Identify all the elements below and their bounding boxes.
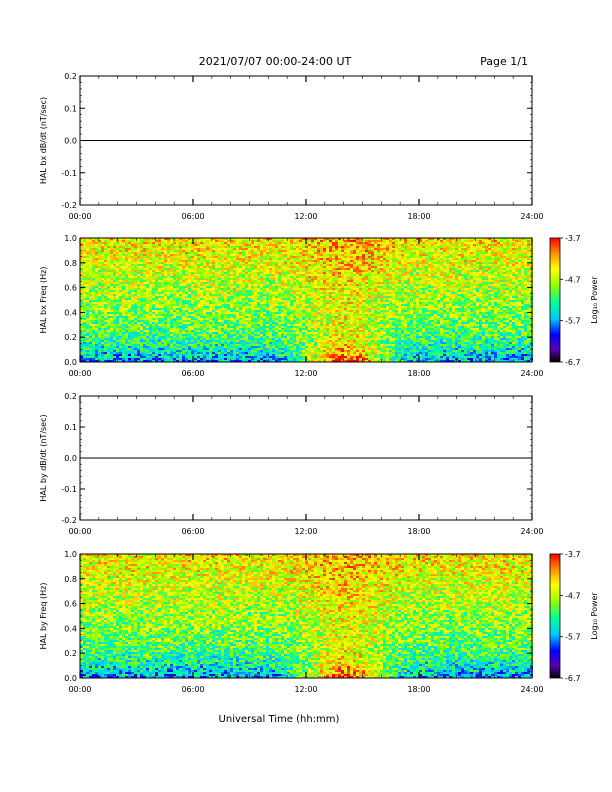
panels: 0.2 0.1 0.0 -0.1 -0.2 HAL bx dB/dt (nT/sec) 00… [39,72,599,694]
y-tick-label: 0.8 [64,575,77,584]
x-tick-label: 00:00 [68,685,91,694]
x-tick-label: 00:00 [68,369,91,378]
x-tick-label: 24:00 [520,527,543,536]
x-tick-label: 06:00 [181,685,204,694]
colorbar-label: Log₁₀ Power [590,592,599,640]
colorbar-4: -3.7 -4.7 -5.7 -6.7 Log₁₀ Power [549,550,599,683]
panel-3: 0.2 0.1 0.0 -0.1 -0.2 HAL by dB/dt (nT/sec) 00… [39,392,544,536]
colorbar-tick-label: -5.7 [565,633,581,642]
panel-4: -3.7 -4.7 -5.7 -6.7 Log₁₀ Power 1.0 0.8 0.6 0.4 0… [39,550,599,694]
colorbar-tick-label: -6.7 [565,674,581,683]
x-tick-label: 18:00 [407,685,430,694]
panel-1: 0.2 0.1 0.0 -0.1 -0.2 HAL bx dB/dt (nT/sec) 00… [39,72,544,221]
x-tick-label: 18:00 [407,212,430,221]
spectrogram-cells [80,554,533,678]
y-tick-label: 0.2 [64,649,77,658]
x-tick-label: 12:00 [294,212,317,221]
x-tick-label: 06:00 [181,212,204,221]
colorbar-tick-label: -4.7 [565,591,581,600]
y-tick-label: -0.1 [61,485,77,494]
y-tick-label: 0.6 [64,600,77,609]
y-tick-label: 0.0 [64,454,77,463]
y-tick-label: 0.2 [64,333,77,342]
colorbar-tick-label: -6.7 [565,358,581,367]
y-axis-label: HAL by Freq (Hz) [39,583,48,650]
y-tick-label: 0.0 [64,137,77,146]
page-indicator: Page 1/1 [480,55,528,68]
x-tick-label: 12:00 [294,685,317,694]
colorbar-tick-label: -3.7 [565,550,581,559]
x-tick-label: 12:00 [294,369,317,378]
y-tick-label: 0.1 [64,104,77,113]
x-tick-label: 00:00 [68,527,91,536]
y-tick-label: 0.4 [64,624,77,633]
y-tick-label: 0.8 [64,259,77,268]
x-tick-label: 24:00 [520,369,543,378]
y-tick-label: -0.2 [61,201,77,210]
y-axis-label: HAL bx Freq (Hz) [39,267,48,334]
spectrogram-cells [80,238,533,362]
y-axis-label: HAL bx dB/dt (nT/sec) [39,97,48,184]
panel-2: -3.7 -4.7 -5.7 -6.7 Log₁₀ Power 1.0 0.8 0.6 0.4 0… [39,234,599,378]
y-tick-label: 0.0 [64,674,77,683]
y-tick-label: 0.4 [64,308,77,317]
colorbar-tick-label: -5.7 [565,317,581,326]
colorbar-tick-label: -4.7 [565,275,581,284]
colorbar-scale [549,553,561,679]
y-tick-label: 0.2 [64,72,77,81]
y-tick-label: -0.2 [61,516,77,525]
x-tick-label: 18:00 [407,369,430,378]
y-tick-label: 0.1 [64,423,77,432]
y-tick-label: 1.0 [64,234,77,243]
x-tick-label: 00:00 [68,212,91,221]
colorbar-2: -3.7 -4.7 -5.7 -6.7 Log₁₀ Power [549,234,599,367]
x-tick-label: 12:00 [294,527,317,536]
y-tick-label: -0.1 [61,169,77,178]
date-range-title: 2021/07/07 00:00-24:00 UT [199,55,352,68]
y-tick-label: 0.6 [64,284,77,293]
x-tick-label: 06:00 [181,527,204,536]
colorbar-scale [549,237,561,363]
x-axis-title: Universal Time (hh:mm) [219,714,340,725]
x-tick-label: 24:00 [520,685,543,694]
colorbar-tick-label: -3.7 [565,234,581,243]
y-tick-label: 0.0 [64,358,77,367]
y-axis-label: HAL by dB/dt (nT/sec) [39,414,48,501]
colorbar-label: Log₁₀ Power [590,276,599,324]
x-tick-label: 24:00 [520,212,543,221]
x-tick-label: 18:00 [407,527,430,536]
y-tick-label: 0.2 [64,392,77,401]
x-tick-label: 06:00 [181,369,204,378]
y-tick-label: 1.0 [64,550,77,559]
